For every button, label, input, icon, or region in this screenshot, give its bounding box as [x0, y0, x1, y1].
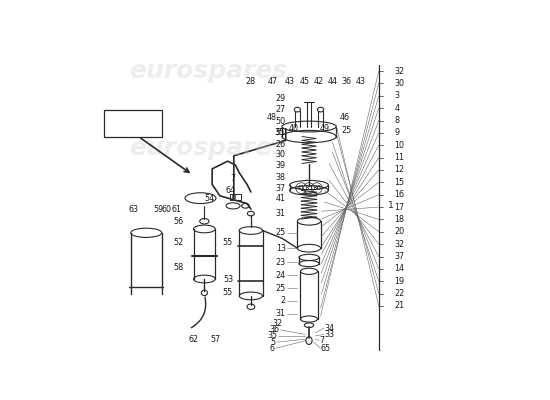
Text: 12: 12	[394, 166, 404, 174]
Text: 59: 59	[153, 205, 163, 214]
Text: 10: 10	[394, 141, 404, 150]
Text: 43: 43	[355, 77, 365, 86]
Text: 44: 44	[327, 77, 337, 86]
Text: 20: 20	[394, 227, 404, 236]
Text: 61: 61	[172, 205, 182, 214]
Bar	[103, 110, 162, 136]
Text: 32: 32	[394, 66, 404, 76]
Text: 39: 39	[276, 160, 286, 170]
Text: 7: 7	[230, 174, 235, 183]
Text: 18: 18	[394, 215, 404, 224]
Text: 35: 35	[274, 128, 284, 137]
Text: 65: 65	[321, 344, 331, 353]
Text: 31: 31	[276, 309, 286, 318]
Bar	[230, 194, 241, 200]
Text: 58: 58	[173, 263, 184, 272]
Text: 35: 35	[305, 185, 314, 191]
Text: 40: 40	[289, 124, 299, 133]
Text: 9: 9	[394, 128, 399, 138]
Text: 31: 31	[276, 209, 286, 218]
Text: 27: 27	[276, 105, 286, 114]
Text: 53: 53	[223, 274, 233, 284]
Text: 62: 62	[188, 334, 198, 344]
Text: 36: 36	[270, 325, 279, 334]
Text: 38: 38	[276, 173, 286, 182]
Text: 17: 17	[394, 202, 404, 212]
Text: 22: 22	[394, 289, 404, 298]
Text: 42: 42	[314, 77, 324, 86]
Text: 55: 55	[223, 288, 233, 297]
Text: 41: 41	[297, 185, 306, 191]
Text: 29: 29	[276, 94, 286, 102]
Text: 15: 15	[394, 178, 404, 187]
Bar	[232, 195, 235, 198]
Text: 54: 54	[205, 194, 214, 203]
Text: 30: 30	[276, 150, 286, 159]
Text: 35: 35	[267, 332, 277, 340]
Text: 28: 28	[246, 77, 256, 86]
Text: 55: 55	[223, 238, 233, 246]
Text: 14: 14	[394, 264, 404, 273]
Text: 4: 4	[394, 104, 399, 113]
Text: 32: 32	[394, 240, 404, 249]
Text: 63: 63	[129, 205, 139, 214]
Text: eurospares: eurospares	[129, 59, 287, 83]
Text: 25: 25	[342, 126, 352, 135]
Text: 36: 36	[341, 77, 351, 86]
Text: 52: 52	[173, 238, 184, 246]
Text: 49: 49	[320, 124, 329, 133]
Text: 50: 50	[276, 117, 286, 126]
Text: 43: 43	[285, 77, 295, 86]
Text: 37: 37	[276, 184, 286, 193]
Text: 32: 32	[272, 319, 283, 328]
Text: 8: 8	[394, 116, 399, 125]
Text: 48: 48	[266, 113, 277, 122]
Text: 45: 45	[300, 77, 310, 86]
Text: 51: 51	[276, 128, 286, 137]
Text: 57: 57	[211, 334, 221, 344]
Text: 60: 60	[162, 205, 172, 214]
Text: 33: 33	[324, 330, 334, 339]
Text: 16: 16	[394, 190, 404, 199]
Text: 5: 5	[271, 338, 276, 347]
Text: 2: 2	[280, 296, 286, 305]
Text: 24: 24	[276, 271, 286, 280]
Text: eurospares: eurospares	[129, 136, 287, 160]
Text: 25: 25	[276, 284, 286, 293]
Text: 34: 34	[324, 324, 334, 333]
Text: 26: 26	[276, 140, 286, 149]
Text: 37: 37	[394, 252, 404, 261]
Text: 19: 19	[394, 277, 404, 286]
Text: 1: 1	[388, 201, 394, 210]
Text: 64: 64	[226, 186, 235, 195]
Text: 36: 36	[312, 185, 321, 191]
Text: 3: 3	[394, 91, 399, 100]
Text: 25: 25	[276, 228, 286, 237]
Text: 56: 56	[173, 217, 184, 226]
Text: 30: 30	[394, 79, 404, 88]
Text: 21: 21	[394, 302, 404, 310]
Text: 47: 47	[267, 77, 278, 86]
Text: 46: 46	[340, 113, 350, 122]
Text: 11: 11	[394, 153, 404, 162]
Text: 6: 6	[270, 344, 275, 353]
Text: 7: 7	[319, 336, 324, 345]
Text: 13: 13	[276, 244, 286, 253]
Text: 41: 41	[276, 194, 286, 203]
Text: 23: 23	[276, 258, 286, 266]
